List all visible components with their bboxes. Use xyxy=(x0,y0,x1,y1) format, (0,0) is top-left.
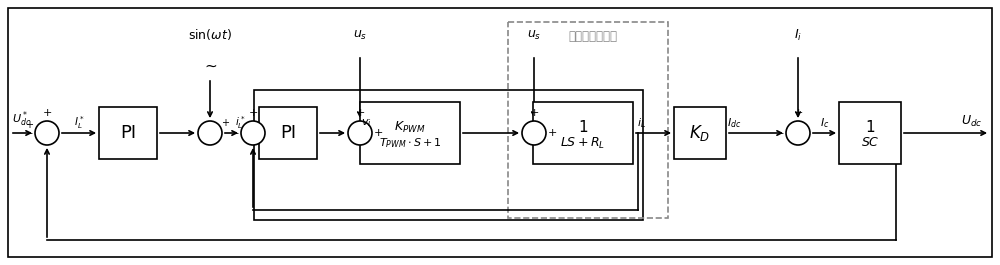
Text: $\sin(\omega t)$: $\sin(\omega t)$ xyxy=(188,28,232,42)
Text: $LS+R_L$: $LS+R_L$ xyxy=(560,135,606,151)
Bar xyxy=(99,107,157,159)
Text: -: - xyxy=(28,128,32,138)
Text: $1$: $1$ xyxy=(578,119,588,135)
Circle shape xyxy=(35,121,59,145)
Text: +: + xyxy=(42,108,52,118)
Text: $u_s$: $u_s$ xyxy=(353,28,367,42)
Text: $\sim$: $\sim$ xyxy=(202,58,218,73)
Circle shape xyxy=(241,121,265,145)
Bar xyxy=(254,90,643,220)
Text: -: - xyxy=(779,128,783,138)
Text: -: - xyxy=(234,128,238,138)
Circle shape xyxy=(348,121,372,145)
Text: +: + xyxy=(25,120,33,130)
Text: +: + xyxy=(374,128,383,138)
Text: $I_{dc}$: $I_{dc}$ xyxy=(727,116,741,130)
Text: +: + xyxy=(548,128,557,138)
Text: $SC$: $SC$ xyxy=(861,136,879,149)
Text: PI: PI xyxy=(120,124,136,142)
Bar xyxy=(674,107,726,159)
Text: $u_s$: $u_s$ xyxy=(527,28,541,42)
Bar xyxy=(508,22,668,218)
Text: $K_{PWM}$: $K_{PWM}$ xyxy=(394,120,426,135)
Text: $U_{dc}^*$: $U_{dc}^*$ xyxy=(12,109,32,129)
Text: $i_L$: $i_L$ xyxy=(637,116,645,130)
Text: $v_i$: $v_i$ xyxy=(361,117,371,129)
Text: $i_L^*$: $i_L^*$ xyxy=(235,114,245,131)
Text: $I_c$: $I_c$ xyxy=(820,116,829,130)
Circle shape xyxy=(198,121,222,145)
Circle shape xyxy=(786,121,810,145)
Text: $T_{PWM}\cdot S+1$: $T_{PWM}\cdot S+1$ xyxy=(379,136,441,150)
Text: $I_L^*$: $I_L^*$ xyxy=(74,114,84,131)
Text: +: + xyxy=(248,108,258,118)
Text: PI: PI xyxy=(280,124,296,142)
Text: +: + xyxy=(355,108,365,118)
Bar xyxy=(533,102,633,164)
Text: +: + xyxy=(793,108,803,118)
Text: +: + xyxy=(221,118,229,128)
Bar xyxy=(360,102,460,164)
Text: $I_i$: $I_i$ xyxy=(794,28,802,43)
Bar xyxy=(839,102,901,164)
Text: $K_D$: $K_D$ xyxy=(689,123,711,143)
Text: $U_{dc}$: $U_{dc}$ xyxy=(961,113,983,129)
Text: +: + xyxy=(529,108,539,118)
Text: $1$: $1$ xyxy=(865,119,875,135)
Circle shape xyxy=(522,121,546,145)
Text: 并网逆变器模型: 并网逆变器模型 xyxy=(568,29,618,42)
Bar xyxy=(259,107,317,159)
